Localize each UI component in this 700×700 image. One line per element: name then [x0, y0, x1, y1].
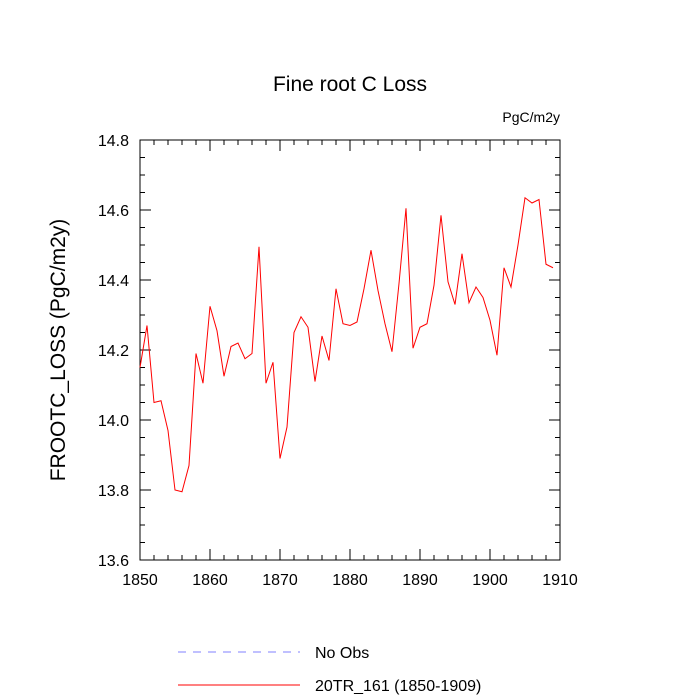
units-label: PgC/m2y	[502, 109, 560, 125]
legend: No Obs 20TR_161 (1850-1909)	[178, 645, 481, 695]
series-group	[139, 196, 554, 493]
legend-label-20tr-161: 20TR_161 (1850-1909)	[315, 678, 481, 695]
y-tick-label: 14.8	[98, 133, 129, 150]
chart-title: Fine root C Loss	[273, 73, 427, 96]
x-tick-label: 1880	[332, 572, 368, 589]
y-tick-label: 14.4	[98, 273, 129, 290]
x-tick-label: 1910	[542, 572, 578, 589]
y-tick-label: 14.0	[98, 413, 129, 430]
axis-ticks	[139, 139, 561, 561]
y-tick-label: 13.8	[98, 483, 129, 500]
x-tick-label: 1850	[122, 572, 158, 589]
y-tick-label: 13.6	[98, 553, 129, 570]
x-tick-label: 1870	[262, 572, 298, 589]
y-tick-label: 14.6	[98, 203, 129, 220]
x-tick-label: 1900	[472, 572, 508, 589]
y-axis-label: FROOTC_LOSS (PgC/m2y)	[47, 219, 70, 482]
tick-labels: 1850 1860 1870 1880 1890 1900 1910 13.6 13.8 14.0…	[98, 133, 578, 589]
x-tick-label: 1860	[192, 572, 228, 589]
series-line-1	[139, 196, 554, 493]
y-tick-label: 14.2	[98, 343, 129, 360]
x-tick-label: 1890	[402, 572, 438, 589]
legend-label-no-obs: No Obs	[315, 645, 369, 662]
